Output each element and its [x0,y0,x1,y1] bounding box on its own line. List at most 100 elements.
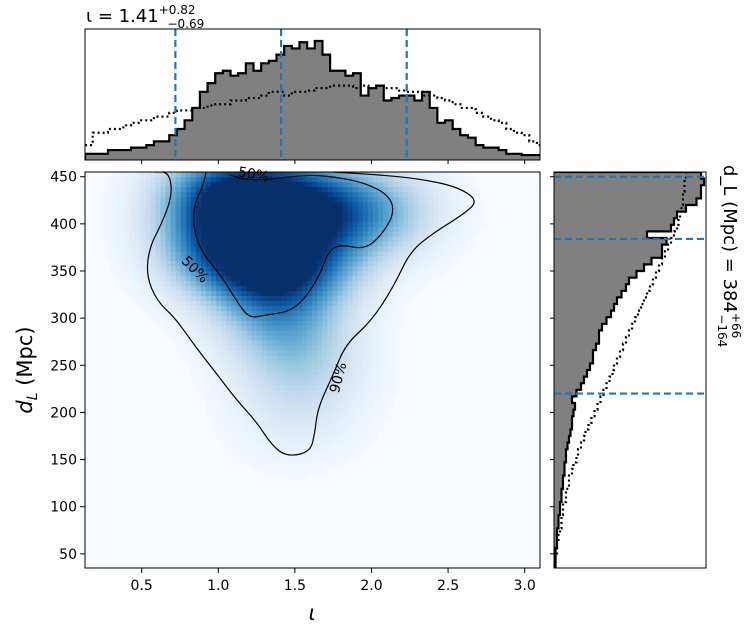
heatmap-cell [367,394,374,400]
heatmap-cell [109,206,116,212]
heatmap-cell [276,434,283,440]
heatmap-cell [352,364,359,371]
heatmap-cell [302,369,308,376]
heatmap-cell [297,384,303,391]
heatmap-cell [307,172,313,178]
heatmap-cell [413,265,419,272]
heatmap-cell [281,384,288,391]
heatmap-cell [413,211,419,217]
heatmap-cell [322,369,328,376]
heatmap-cell [115,196,121,202]
heatmap-cell [160,221,167,227]
heatmap-cell [241,374,248,381]
heatmap-cell [231,325,237,331]
heatmap-cell [185,265,192,272]
heatmap-cell [317,344,323,351]
heatmap-cell [231,250,237,257]
heatmap-cell [206,379,212,386]
heatmap-cell [246,172,253,178]
heatmap-cell [145,191,152,198]
heatmap-cell [200,226,207,232]
heatmap-cell [175,231,182,237]
heatmap-cell [200,206,207,212]
heatmap-cell [357,369,364,376]
heatmap-cell [438,221,445,227]
heatmap-cell [312,399,318,405]
heatmap-cell [195,335,202,341]
heatmap-cell [388,300,394,306]
heatmap-cell [160,275,167,282]
heatmap-cell [302,419,308,425]
heatmap-cell [468,211,475,217]
heatmap-cell [286,172,293,178]
heatmap-cell [337,290,344,297]
heatmap-cell [297,280,303,287]
heatmap-cell [403,280,409,287]
contour-label: 50% [237,164,270,185]
heatmap-cell [302,186,308,193]
heatmap-cell [332,245,339,252]
heatmap-cell [342,414,349,420]
heatmap-cell [261,290,268,297]
heatmap-cell [276,354,283,361]
heatmap-cell [195,275,202,282]
heatmap-cell [246,349,253,356]
heatmap-cell [281,206,288,212]
heatmap-cell [297,394,303,400]
heatmap-cell [332,260,339,267]
heatmap-cell [327,349,334,356]
heatmap-cell [276,226,283,232]
heatmap-cell [261,300,268,306]
heatmap-cell [125,206,131,212]
heatmap-cell [362,443,369,450]
heatmap-cell [372,374,379,381]
heatmap-cell [322,419,328,425]
heatmap-cell [226,181,232,188]
heatmap-cell [231,305,237,311]
heatmap-cell [403,270,409,277]
heatmap-cell [190,265,197,272]
ylabel-subscript: L [25,392,41,400]
heatmap-cell [291,399,298,405]
heatmap-cell [302,335,308,341]
heatmap-cell [135,265,141,272]
heatmap-cell [291,354,298,361]
heatmap-cell [317,364,323,371]
heatmap-cell [145,186,152,193]
heatmap-cell [251,236,258,242]
posterior-histogram-edge [85,39,540,160]
heatmap-cell [266,285,273,292]
heatmap-cell [165,245,172,252]
heatmap-cell [302,250,308,257]
heatmap-cell [362,409,369,415]
heatmap-cell [327,275,334,282]
heatmap-cell [251,394,258,400]
heatmap-cell [388,172,394,178]
heatmap-cell [115,201,121,207]
heatmap-cell [332,295,339,301]
heatmap-cell [271,285,278,292]
heatmap-cell [327,245,334,252]
heatmap-cell [135,260,141,267]
heatmap-cell [256,300,263,306]
heatmap-cell [463,172,470,178]
heatmap-cell [115,186,121,193]
heatmap-cell [302,236,308,242]
heatmap-cell [388,186,394,193]
heatmap-cell [190,344,197,351]
heatmap-cell [302,463,308,470]
heatmap-cell [130,196,136,202]
heatmap-cell [362,285,369,292]
heatmap-cell [206,310,212,316]
heatmap-cell [453,236,460,242]
heatmap-cell [357,429,364,435]
heatmap-cell [211,344,217,351]
heatmap-cell [388,280,394,287]
heatmap-cell [286,186,293,193]
heatmap-cell [297,335,303,341]
heatmap-cell [463,206,470,212]
heatmap-cell [382,414,389,420]
heatmap-cell [413,275,419,282]
heatmap-cell [185,211,192,217]
heatmap-cell [433,172,440,178]
